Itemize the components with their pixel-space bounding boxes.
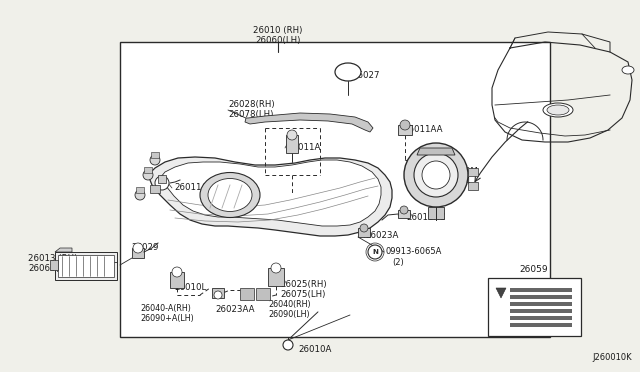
Text: 26013 (RH): 26013 (RH)	[28, 253, 77, 263]
Text: 26027: 26027	[352, 71, 380, 80]
Bar	[510, 323, 572, 327]
Bar	[510, 316, 572, 320]
Polygon shape	[160, 160, 381, 226]
Circle shape	[360, 224, 368, 232]
Text: 26011AB: 26011AB	[174, 183, 213, 192]
Bar	[150, 185, 160, 193]
Bar	[58, 255, 114, 277]
Circle shape	[214, 291, 222, 299]
Text: N: N	[372, 249, 378, 255]
Ellipse shape	[622, 66, 634, 74]
Bar	[50, 260, 58, 270]
Bar	[144, 167, 152, 173]
Text: 26029: 26029	[131, 244, 158, 253]
Bar	[268, 268, 284, 286]
Circle shape	[287, 130, 297, 140]
Text: 26040(RH): 26040(RH)	[268, 301, 310, 310]
Text: 26010 (RH): 26010 (RH)	[253, 26, 303, 35]
Text: 26010L: 26010L	[174, 283, 206, 292]
Circle shape	[155, 176, 169, 190]
Text: 26075(LH): 26075(LH)	[280, 291, 325, 299]
Bar	[132, 248, 144, 258]
Circle shape	[414, 153, 458, 197]
Polygon shape	[55, 248, 72, 252]
Text: 26078(LH): 26078(LH)	[228, 110, 273, 119]
Text: 26040-A(RH): 26040-A(RH)	[140, 304, 191, 312]
Polygon shape	[245, 113, 373, 132]
Ellipse shape	[543, 103, 573, 117]
Bar	[170, 272, 184, 288]
Ellipse shape	[200, 173, 260, 218]
Polygon shape	[496, 288, 506, 298]
Circle shape	[422, 161, 450, 189]
Text: 26025(RH): 26025(RH)	[280, 280, 326, 289]
Bar	[468, 182, 478, 190]
Ellipse shape	[547, 105, 569, 115]
Text: 26011AC: 26011AC	[406, 214, 445, 222]
Circle shape	[150, 155, 160, 165]
Bar	[398, 210, 410, 218]
Polygon shape	[148, 157, 392, 236]
Text: 26059: 26059	[520, 266, 548, 275]
Bar	[212, 288, 224, 298]
Bar	[510, 302, 572, 306]
Text: 26090(LH): 26090(LH)	[268, 311, 310, 320]
Circle shape	[143, 170, 153, 180]
Text: 28474: 28474	[443, 177, 470, 186]
Text: 26060(LH): 26060(LH)	[255, 35, 301, 45]
Circle shape	[400, 206, 408, 214]
Polygon shape	[417, 148, 455, 155]
Bar	[358, 228, 370, 237]
Bar	[256, 288, 270, 300]
Text: J260010K: J260010K	[593, 353, 632, 362]
Circle shape	[133, 243, 143, 253]
Bar	[286, 135, 298, 153]
Bar	[510, 295, 572, 299]
Circle shape	[404, 143, 468, 207]
Text: 26010A: 26010A	[298, 346, 332, 355]
Bar	[120, 42, 550, 337]
Bar	[510, 288, 572, 292]
Bar	[398, 125, 412, 135]
Text: 26023AA: 26023AA	[215, 305, 255, 314]
Circle shape	[271, 263, 281, 273]
Text: 26063(LH): 26063(LH)	[28, 263, 74, 273]
Text: 26029M: 26029M	[443, 167, 478, 176]
Bar	[136, 187, 144, 193]
Text: 26023A: 26023A	[365, 231, 398, 241]
Text: 26090+A(LH): 26090+A(LH)	[140, 314, 194, 323]
Bar	[468, 168, 478, 176]
Text: 26028(RH): 26028(RH)	[228, 100, 275, 109]
Text: 26011AA: 26011AA	[403, 125, 442, 135]
Circle shape	[283, 340, 293, 350]
Text: (2): (2)	[392, 257, 404, 266]
Bar	[510, 309, 572, 313]
Ellipse shape	[208, 179, 252, 212]
Bar	[428, 207, 444, 219]
Bar	[158, 175, 166, 183]
Circle shape	[368, 245, 382, 259]
Bar	[55, 252, 117, 280]
Bar	[240, 288, 254, 300]
Ellipse shape	[335, 63, 361, 81]
Text: 09913-6065A: 09913-6065A	[385, 247, 442, 257]
Bar	[151, 152, 159, 158]
Circle shape	[172, 267, 182, 277]
Bar	[488, 278, 581, 336]
Circle shape	[400, 120, 410, 130]
Circle shape	[135, 190, 145, 200]
Text: 26011A: 26011A	[287, 144, 321, 153]
